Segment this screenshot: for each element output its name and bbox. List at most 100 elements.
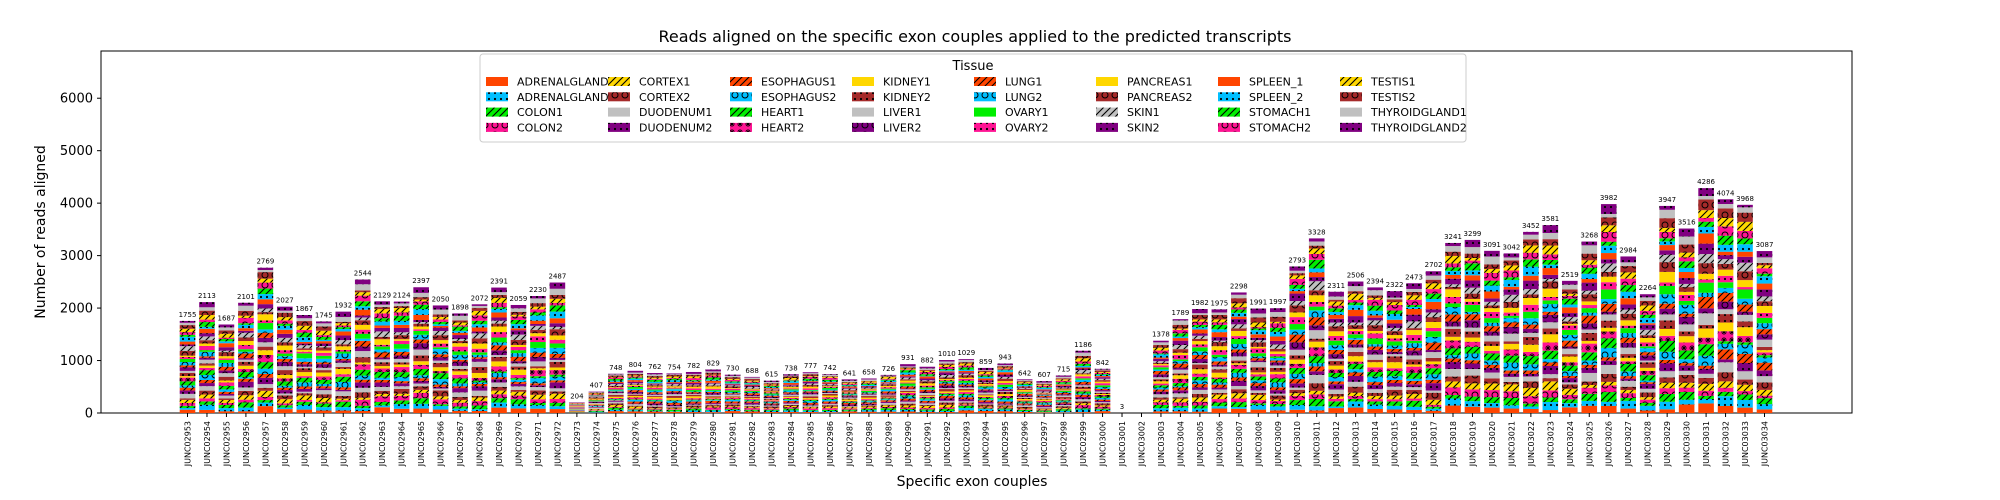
bar-segment [1367, 290, 1383, 296]
legend-swatch-hatch [1340, 122, 1362, 132]
bar-segment-hatch [1211, 361, 1228, 365]
bar-segment [452, 315, 468, 321]
bar-segment [1620, 262, 1637, 267]
bar-segment-hatch [1406, 343, 1422, 348]
bar-segment-hatch [1523, 252, 1539, 260]
bar-segment-hatch [1523, 280, 1539, 290]
bar-segment-hatch [491, 398, 507, 403]
bar-segment-hatch [1698, 292, 1714, 297]
bar-segment-hatch [1153, 371, 1169, 375]
bar-segment [218, 380, 235, 383]
legend-item: LUNG2 [974, 91, 1042, 104]
bar-segment [861, 411, 877, 413]
bar-segment-hatch [880, 399, 897, 401]
bar-segment [939, 411, 955, 413]
bar-segment-hatch [296, 345, 313, 349]
bar-segment-hatch [861, 410, 877, 412]
bar-segment-hatch [1445, 278, 1461, 285]
bar-stack [354, 279, 371, 413]
bar-segment-hatch [1192, 401, 1208, 406]
legend-item: TESTIS1 [1340, 76, 1416, 89]
bar-segment [218, 343, 235, 348]
bar-segment-hatch [1036, 400, 1052, 403]
bar-segment-hatch [977, 399, 994, 401]
bar-segment-hatch [335, 353, 352, 359]
bar-total-label: 607 [1037, 371, 1050, 379]
bar-segment-hatch [588, 409, 605, 411]
bar-segment-hatch [958, 373, 975, 376]
bar-segment-hatch [1698, 279, 1714, 283]
x-tick-label: JUNC02994 [982, 421, 991, 467]
bar-segment-hatch [997, 409, 1013, 412]
bar-segment [1425, 361, 1442, 365]
bar-segment-hatch [1269, 387, 1286, 391]
bar-segment-hatch [1756, 362, 1773, 371]
bar-segment-hatch [1678, 252, 1695, 258]
legend-swatch [974, 107, 996, 117]
bar-segment-hatch [1523, 373, 1539, 377]
bar-segment [939, 371, 955, 373]
bar-segment [452, 332, 468, 336]
bar-segment-hatch [1562, 313, 1578, 318]
bar-segment-hatch [705, 409, 721, 411]
bar-segment-hatch [997, 376, 1013, 379]
bar-segment-hatch [646, 406, 663, 409]
bar-segment-hatch [1075, 391, 1091, 394]
x-tick-label: JUNC02960 [320, 421, 329, 467]
bar-segment-hatch [1542, 245, 1559, 255]
bar-segment-hatch [432, 390, 449, 397]
bar-segment-hatch [1445, 263, 1461, 268]
bar-segment-hatch [1153, 402, 1169, 405]
bar-segment [374, 304, 390, 308]
bar-segment-hatch [374, 382, 390, 387]
bar-segment-hatch [1425, 379, 1442, 384]
bar-segment [822, 387, 838, 390]
bar-segment-hatch [763, 398, 780, 400]
bar-segment-hatch [530, 306, 546, 310]
bar-stack [257, 267, 274, 413]
bar-stack [335, 311, 352, 413]
bar-segment [452, 365, 468, 369]
bar-segment-hatch [1367, 395, 1383, 400]
legend-label: SPLEEN_2 [1249, 91, 1303, 104]
bar-segment-hatch [1698, 395, 1714, 399]
bar-segment-hatch [744, 396, 760, 399]
bar-segment-hatch [471, 333, 488, 339]
bar-segment-hatch [432, 405, 449, 410]
bar-segment-hatch [1562, 280, 1578, 285]
bar-segment [1678, 404, 1695, 413]
bar-segment [1698, 196, 1714, 200]
bar-segment-hatch [432, 305, 449, 310]
bar-segment-hatch [1445, 381, 1461, 388]
bar-segment [238, 411, 254, 413]
bar-segment-hatch [257, 282, 274, 289]
legend-label: CORTEX2 [639, 91, 690, 104]
y-tick-label: 0 [85, 407, 93, 422]
bar-segment-hatch [199, 340, 215, 344]
bar-segment-hatch [1562, 289, 1578, 294]
bar-segment-hatch [861, 396, 877, 398]
bar-segment-hatch [393, 393, 410, 396]
bar-segment-hatch [802, 383, 819, 386]
bar-segment-hatch [1075, 370, 1091, 374]
bar-segment-hatch [977, 375, 994, 377]
bar-segment-hatch [841, 395, 858, 397]
bar-segment-hatch [958, 365, 975, 368]
bar-segment [374, 386, 390, 391]
bar-segment-hatch [627, 378, 644, 381]
bar-segment [977, 403, 994, 405]
bar-segment-hatch [783, 407, 799, 409]
bar-segment-hatch [1425, 406, 1442, 409]
bar-segment-hatch [1192, 319, 1208, 322]
bar-segment-hatch [1016, 383, 1033, 384]
bar-segment-hatch [218, 337, 235, 339]
bar-segment [1717, 282, 1734, 288]
legend-swatch-hatch [1096, 107, 1118, 117]
bar-segment-hatch [1542, 296, 1559, 301]
bar-total-label: 943 [999, 354, 1012, 362]
bar-segment [1639, 346, 1656, 349]
bar-segment-hatch [724, 384, 741, 386]
bar-segment-hatch [1192, 384, 1208, 388]
bar-segment-hatch [1367, 399, 1383, 402]
bar-segment-hatch [666, 378, 683, 379]
